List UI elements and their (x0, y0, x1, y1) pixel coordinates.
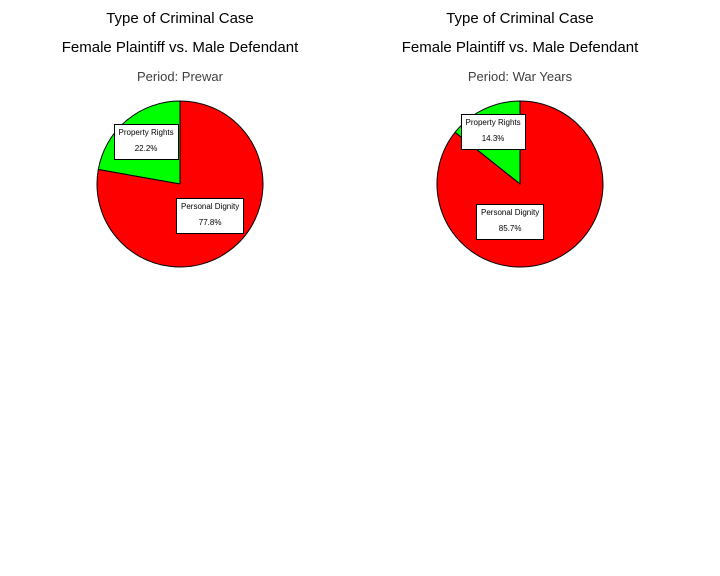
chart-title: Type of Criminal Case (446, 10, 594, 27)
slice-label: Property Rights 22.2% (113, 124, 179, 160)
slice-label: Personal Dignity 77.8% (176, 198, 245, 234)
slice-label-percent: 85.7% (498, 224, 522, 233)
slice-label-percent: 14.3% (481, 134, 505, 143)
chart-period: Period: Prewar (137, 69, 223, 84)
slice-label-name: Property Rights (465, 118, 521, 127)
chart-title: Type of Criminal Case (106, 10, 254, 27)
pie-chart-war-years: Type of Criminal Case Female Plaintiff v… (350, 0, 690, 290)
chart-period: Period: War Years (467, 69, 573, 84)
slice-label-percent: 22.2% (134, 144, 158, 153)
slice-label: Property Rights 14.3% (460, 114, 526, 150)
slice-label: Personal Dignity 85.7% (476, 204, 545, 240)
slice-label-name: Property Rights (118, 128, 174, 137)
pie-chart-prewar: Type of Criminal Case Female Plaintiff v… (10, 0, 350, 290)
slice-label-percent: 77.8% (198, 218, 222, 227)
slice-label-name: Personal Dignity (481, 208, 540, 217)
chart-subtitle: Female Plaintiff vs. Male Defendant (61, 39, 299, 56)
pie-plot (96, 100, 264, 268)
slice-label-name: Personal Dignity (181, 202, 240, 211)
chart-subtitle: Female Plaintiff vs. Male Defendant (401, 39, 639, 56)
